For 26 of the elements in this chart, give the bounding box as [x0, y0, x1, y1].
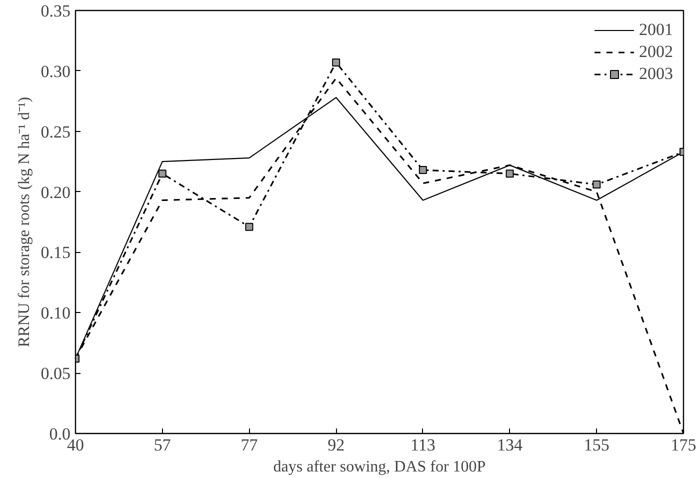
x-axis-title: days after sowing, DAS for 100P — [273, 458, 486, 476]
point — [158, 170, 166, 178]
point — [418, 166, 427, 174]
x-tick-label: 92 — [328, 436, 345, 454]
point — [592, 180, 601, 189]
x-tick-label: 155 — [584, 436, 610, 454]
y-tick-label: 0.15 — [40, 243, 70, 262]
x-tick-label: 134 — [497, 436, 524, 454]
y-tick-label: 0.10 — [40, 304, 70, 323]
y-axis-title: RRNU for storage roots (kg N ha⁻¹ d⁻¹) — [16, 96, 33, 348]
y-tick-label: 0.05 — [40, 364, 70, 384]
legend-label: 2001 — [639, 20, 673, 40]
legend-label: 2002 — [639, 42, 673, 62]
legend-label: 2003 — [639, 64, 673, 84]
y-tick-label: 0.30 — [40, 62, 70, 81]
y-tick-label: 0.25 — [40, 122, 70, 142]
point — [245, 222, 254, 231]
point — [332, 58, 340, 66]
x-tick-label: 77 — [240, 436, 258, 454]
y-tick-label: 0.0 — [49, 424, 70, 444]
x-tick-label: 113 — [410, 436, 436, 454]
y-tick-label: 0.20 — [40, 182, 70, 202]
x-tick-label: 175 — [670, 436, 696, 454]
y-tick-label: 0.35 — [40, 2, 70, 20]
x-tick-label: 57 — [154, 436, 172, 454]
point — [506, 170, 514, 178]
